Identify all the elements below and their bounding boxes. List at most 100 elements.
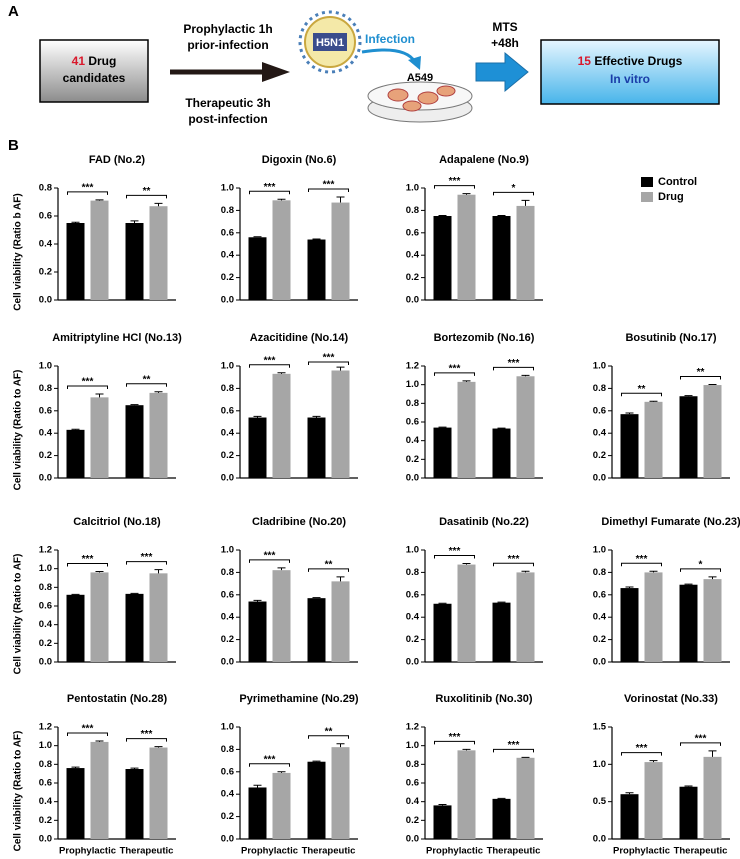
- error-bar: [312, 597, 321, 599]
- significance-bracket: [67, 732, 108, 736]
- significance-label: **: [143, 374, 151, 385]
- significance-bracket: [308, 361, 349, 365]
- y-tick-label: 0.5: [593, 796, 607, 807]
- significance-bracket: [126, 738, 167, 742]
- bar: [272, 373, 291, 478]
- significance-label: ***: [636, 743, 648, 754]
- significance-label: *: [512, 183, 516, 194]
- y-tick-label: 0.6: [406, 417, 419, 428]
- y-tick-label: 0.0: [39, 295, 52, 306]
- error-bar: [497, 214, 506, 216]
- significance-bracket: [434, 372, 475, 376]
- cell: [417, 91, 439, 105]
- panel-label: B: [8, 137, 19, 154]
- error-bar: [438, 803, 447, 806]
- legend-label: Control: [658, 176, 697, 188]
- error-bar: [649, 400, 658, 402]
- bar: [433, 603, 452, 662]
- error-bar: [521, 199, 530, 206]
- bar: [492, 602, 511, 662]
- error-bar: [708, 383, 717, 386]
- y-tick-label: 0.0: [593, 834, 606, 845]
- bar: [457, 194, 476, 300]
- y-tick-label: 0.2: [593, 634, 606, 645]
- y-axis-label: Cell viability (Ratio b AF): [13, 193, 24, 310]
- y-tick-label: 0.0: [221, 657, 234, 668]
- error-bar: [708, 576, 717, 580]
- y-tick-label: 0.4: [39, 428, 53, 439]
- error-bar: [277, 198, 286, 201]
- significance-label: **: [325, 726, 333, 737]
- y-tick-label: 0.6: [406, 227, 419, 238]
- y-tick-label: 0.8: [39, 582, 52, 593]
- chart-title: Pentostatin (No.28): [67, 693, 168, 705]
- bar: [125, 769, 144, 839]
- chart-title: Amitriptyline HCl (No.13): [52, 332, 182, 344]
- error-bar: [154, 569, 163, 574]
- bar: [272, 200, 291, 300]
- y-tick-label: 0.2: [406, 815, 419, 826]
- error-bar: [649, 570, 658, 573]
- significance-label: ***: [449, 546, 461, 557]
- y-tick-label: 0.2: [221, 811, 234, 822]
- error-bar: [649, 760, 658, 763]
- y-tick-label: 0.8: [406, 567, 419, 578]
- y-tick-label: 0.0: [593, 657, 606, 668]
- x-tick-label: Prophylactic: [59, 846, 116, 857]
- arrow: [475, 51, 529, 93]
- error-bar: [462, 193, 471, 195]
- output-box: [540, 39, 720, 105]
- y-tick-label: 0.2: [39, 638, 52, 649]
- y-tick-label: 1.2: [406, 361, 419, 372]
- y-tick-label: 0.4: [406, 250, 420, 261]
- y-tick-label: 0.4: [406, 612, 420, 623]
- y-tick-label: 0.6: [221, 227, 234, 238]
- significance-bracket: [67, 385, 108, 389]
- y-tick-label: 0.6: [593, 589, 606, 600]
- y-tick-label: 0.8: [39, 759, 52, 770]
- significance-bracket: [249, 190, 290, 195]
- significance-bracket: [126, 383, 167, 387]
- bar: [433, 805, 452, 839]
- significance-bracket: [680, 568, 721, 572]
- significance-label: ***: [82, 724, 94, 735]
- y-tick-label: 0.0: [406, 473, 419, 484]
- significance-label: *: [699, 560, 703, 571]
- chart-title: Pyrimethamine (No.29): [239, 693, 359, 705]
- significance-label: **: [325, 560, 333, 571]
- bar: [307, 239, 326, 300]
- y-tick-label: 0.6: [39, 601, 52, 612]
- y-tick-label: 1.0: [39, 740, 52, 751]
- significance-label: ***: [264, 551, 276, 562]
- y-tick-label: 0.4: [593, 428, 607, 439]
- bar: [457, 750, 476, 839]
- y-tick-label: 0.2: [39, 267, 52, 278]
- step-text: Therapeutic 3h: [185, 96, 270, 110]
- y-tick-label: 1.0: [593, 759, 606, 770]
- significance-bracket: [680, 375, 721, 380]
- bar: [90, 741, 109, 839]
- significance-bracket: [126, 561, 167, 565]
- y-tick-label: 0.0: [221, 834, 234, 845]
- y-tick-label: 0.2: [406, 634, 419, 645]
- infection-arrow-head: [408, 56, 421, 70]
- y-tick-label: 1.0: [221, 361, 234, 372]
- y-tick-label: 0.4: [593, 612, 607, 623]
- error-bar: [71, 766, 80, 769]
- y-tick-label: 0.2: [406, 454, 419, 465]
- y-tick-label: 1.0: [406, 740, 419, 751]
- y-tick-label: 1.0: [39, 563, 52, 574]
- significance-bracket: [126, 194, 167, 199]
- significance-label: **: [638, 384, 646, 395]
- error-bar: [462, 380, 471, 382]
- error-bar: [684, 395, 693, 397]
- y-tick-label: 0.8: [39, 183, 52, 194]
- chart-title: Adapalene (No.9): [439, 154, 529, 166]
- significance-label: ***: [141, 729, 153, 740]
- y-tick-label: 1.0: [593, 545, 606, 556]
- error-bar: [154, 746, 163, 748]
- bar: [492, 428, 511, 478]
- input-box: [39, 39, 149, 103]
- y-tick-label: 0.8: [406, 205, 419, 216]
- y-tick-label: 0.8: [406, 398, 419, 409]
